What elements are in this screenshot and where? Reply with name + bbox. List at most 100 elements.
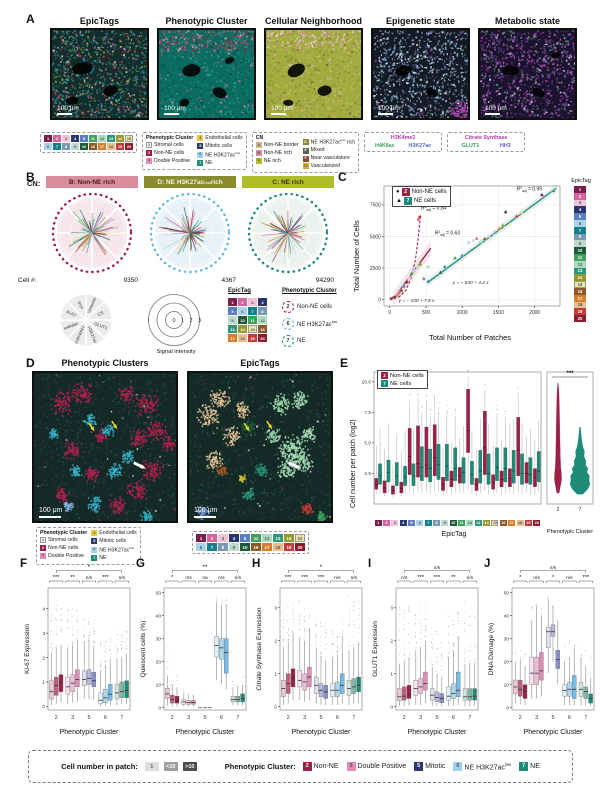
epictag-chip: 12 bbox=[258, 316, 267, 324]
phenotypic-circle-legend: 2 Non-NE cells 6 NE H3K27aclow 7 NE bbox=[282, 301, 337, 347]
epictag-chip: 5 bbox=[80, 135, 88, 142]
panel-a-image-cell: Epigenetic state 100 μm bbox=[371, 16, 470, 120]
cluster-chip: 6 bbox=[453, 761, 463, 771]
epictag-chip: 2 bbox=[53, 135, 61, 142]
panel-a-image-cell: Cellular Neighborhood 100 μm bbox=[264, 16, 363, 120]
stain-label: Citrate Synthase bbox=[464, 135, 508, 141]
epictag-chip: 18 bbox=[516, 520, 524, 526]
scale-bar: 100 μm bbox=[164, 105, 186, 115]
epictag-chip: 1 bbox=[44, 135, 52, 142]
cn-chip: B bbox=[255, 150, 262, 157]
panel-a-image-title: Cellular Neighborhood bbox=[264, 16, 362, 26]
legend-item: 7 NE bbox=[91, 554, 107, 562]
epictag-colorbar-chip: 6 bbox=[574, 219, 586, 227]
stain-label: H4K8ac bbox=[375, 143, 395, 149]
cn-chip: D bbox=[302, 139, 309, 146]
panel-e-sub-xlabel: Phenotypic Cluster bbox=[546, 529, 594, 535]
legend-item: G Vascularized bbox=[302, 162, 340, 170]
epictag-chip: 2 bbox=[207, 534, 217, 542]
cluster-chip: 3 bbox=[346, 761, 356, 771]
cn-chip: G bbox=[302, 163, 309, 170]
epictag-chip: 1 bbox=[228, 298, 237, 306]
epictag-colorbar-chip: 11 bbox=[574, 253, 586, 261]
scale-bar-line bbox=[378, 113, 393, 115]
scale-bar-line bbox=[57, 113, 72, 115]
epictag-chip: 6 bbox=[238, 307, 247, 315]
radar-plot bbox=[49, 190, 135, 276]
cluster-chip: 5 bbox=[414, 761, 424, 771]
epictag-chip: 12 bbox=[262, 534, 272, 542]
epictag-chip: 14 bbox=[284, 534, 294, 542]
panel-a-legends: 1 2 3 4 5 11 12 13 14 15 6 7 8 9 10 16 17 18 19 20 Phenotypi… bbox=[40, 132, 526, 173]
legend-item: B Non-NE rich bbox=[255, 149, 293, 157]
scale-bar: 100 μm bbox=[194, 507, 218, 518]
epictag-legend: 1 2 3 4 5 11 12 13 14 15 6 7 8 9 10 16 17 18 19 20 bbox=[40, 132, 137, 153]
triangle-marker-icon: ▲ bbox=[396, 198, 402, 204]
epictag-chip: 6 bbox=[44, 143, 52, 150]
microscopy-image: 100 μm bbox=[478, 28, 577, 120]
panel-e-epictag-axis: 1 2 3 4 5 6 7 8 9 10 11 12 13 14 15 16 17 18 19 20 bbox=[374, 520, 541, 526]
panel-a-images: EpicTags 100 μm Phenotypic Cluster 100 μm Ce… bbox=[50, 16, 577, 120]
epictag-colorbar-chip: 20 bbox=[574, 315, 586, 322]
epictag-chip: 1 bbox=[196, 534, 206, 542]
cluster-chip: 2 bbox=[381, 372, 388, 379]
cn-chip: C bbox=[255, 157, 262, 164]
microscopy-epictags: 100 μm bbox=[187, 371, 333, 523]
epictag-chip: 20 bbox=[258, 334, 267, 342]
legend-item: 6 NE H3K27aclow bbox=[91, 545, 134, 554]
cn-chip: E bbox=[302, 147, 309, 154]
patch-size-label: Cell number in patch: bbox=[61, 762, 138, 771]
epictag-colorbar-chip: 17 bbox=[574, 294, 586, 302]
panel-a-image-title: Epigenetic state bbox=[385, 16, 456, 26]
box-plot-panel: 0 1 2 3 4 Ki-67 Expression Phenotypic Cluster *… bbox=[20, 562, 136, 744]
epictag-chip: 10 bbox=[238, 316, 247, 324]
panel-e-ylabel: Cell number per patch (log2) bbox=[350, 419, 357, 508]
metabolic-legend: Citrate Synthase GLUT1 HH3 bbox=[447, 132, 526, 152]
epictag-chip: 19 bbox=[284, 543, 294, 551]
epictag-colorbar-chip: 4 bbox=[574, 206, 586, 214]
legend-item: 2 Non-NE cells bbox=[282, 301, 337, 313]
legend-item: 5 Mitotic bbox=[414, 761, 445, 771]
epictag-chip: 19 bbox=[248, 334, 257, 342]
cn-header: C: NE rich bbox=[242, 176, 334, 188]
scale-bar: 100 μm bbox=[485, 105, 507, 115]
scale-text: 100 μm bbox=[485, 104, 507, 112]
legend-item: 6 NE H3K27aclow bbox=[282, 318, 337, 330]
cluster-chip: 7 bbox=[403, 197, 412, 205]
epictag-chip: 11 bbox=[248, 316, 257, 324]
phenotypic-cluster-legend: Phenotypic Cluster 1 Stromal cells 2 Non-NE … bbox=[142, 132, 247, 170]
epictag-chip: 16 bbox=[258, 325, 267, 333]
legend-item: ● 2 Non-NE cells bbox=[396, 188, 447, 196]
epictag-colorbar-chip: 15 bbox=[574, 281, 586, 288]
legend-item: 3 Double Positive bbox=[40, 552, 85, 559]
epictag-chip: 17 bbox=[262, 543, 272, 551]
bottom-legend: Cell number in patch: 1 <10 >10 Phenotypic… bbox=[28, 750, 573, 783]
panel-letter: H bbox=[252, 558, 261, 570]
cell-count: 94290 bbox=[315, 277, 334, 284]
panel-e-legend: 2 Non-NE cells 7 NE cells bbox=[377, 370, 428, 389]
panel-a-letter: A bbox=[26, 12, 35, 26]
cluster-chip: 4 bbox=[197, 135, 204, 142]
scale-text: 100 μm bbox=[57, 104, 79, 112]
legend-item: ▲ 7 NE cells bbox=[396, 197, 436, 205]
panel-c-xlabel: Total Number of Patches bbox=[428, 333, 512, 342]
scale-text: 100 μm bbox=[271, 104, 293, 112]
cn-label: CN: bbox=[27, 179, 41, 188]
epictag-chip: 5 bbox=[240, 534, 250, 542]
panel-a-image-title: Metabolic state bbox=[494, 16, 561, 26]
epictag-chip: 13 bbox=[273, 534, 283, 542]
epictag-chip: 8 bbox=[62, 143, 70, 150]
cluster-chip: 7 bbox=[381, 380, 388, 387]
panel-c-legend: ● 2 Non-NE cells ▲ 7 NE cells bbox=[392, 186, 451, 207]
epictag-colorbar-chip: 7 bbox=[574, 226, 586, 234]
epictag-chip: 10 bbox=[449, 520, 457, 526]
epictag-chip: 11 bbox=[458, 520, 466, 526]
epictag-chip: 13 bbox=[228, 325, 237, 333]
cn-chip: A bbox=[255, 142, 262, 149]
epictag-chip: 1 bbox=[374, 520, 382, 526]
microscopy-image: 100 μm bbox=[264, 28, 363, 120]
panel-letter: I bbox=[368, 558, 372, 570]
panel-a-image-cell: Phenotypic Cluster 100 μm bbox=[157, 16, 256, 120]
cluster-chip: 7 bbox=[519, 761, 529, 771]
panel-d-phenotypic-legend: Phenotypic Cluster 1 Stromal cells 2 Non-NE … bbox=[36, 527, 141, 565]
